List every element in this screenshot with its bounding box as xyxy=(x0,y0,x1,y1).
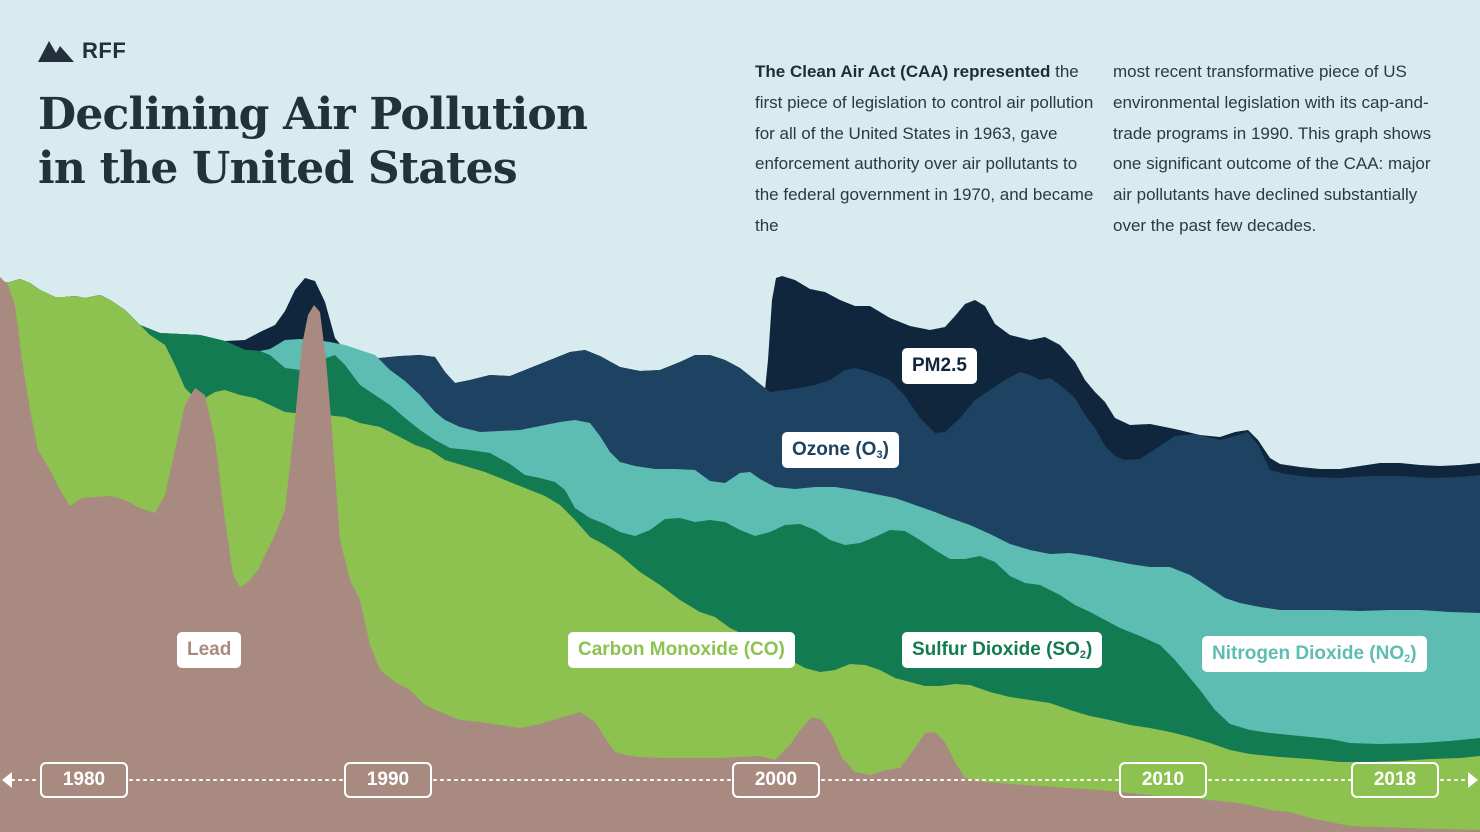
rff-logo: RFF xyxy=(38,38,126,64)
intro-text-2: most recent transformative piece of US e… xyxy=(1113,62,1432,235)
label-no2: Nitrogen Dioxide (NO2) xyxy=(1202,636,1427,672)
intro-column-1: The Clean Air Act (CAA) represented the … xyxy=(755,57,1095,242)
timeline-arrow-right xyxy=(1468,772,1478,788)
label-so2: Sulfur Dioxide (SO2) xyxy=(902,632,1103,668)
year-tick-1980: 1980 xyxy=(40,762,128,798)
intro-text-1: the first piece of legislation to contro… xyxy=(755,62,1094,235)
year-tick-2000: 2000 xyxy=(732,762,820,798)
title-line-2: in the United States xyxy=(38,143,518,194)
year-tick-1990: 1990 xyxy=(344,762,432,798)
band-lead xyxy=(0,277,1480,832)
mountain-icon xyxy=(38,41,74,62)
timeline-arrow-left xyxy=(2,772,12,788)
title-line-1: Declining Air Pollution xyxy=(38,89,588,140)
intro-column-2: most recent transformative piece of US e… xyxy=(1113,57,1453,242)
intro-bold-lead: The Clean Air Act (CAA) represented xyxy=(755,62,1051,81)
year-tick-2018: 2018 xyxy=(1351,762,1439,798)
label-co: Carbon Monoxide (CO) xyxy=(568,632,795,668)
label-pm25: PM2.5 xyxy=(902,348,977,384)
label-ozone: Ozone (O3) xyxy=(782,432,899,468)
brand-name: RFF xyxy=(82,38,127,63)
label-lead: Lead xyxy=(177,632,242,668)
page-title: Declining Air Pollution in the United St… xyxy=(38,88,598,196)
year-tick-2010: 2010 xyxy=(1119,762,1207,798)
